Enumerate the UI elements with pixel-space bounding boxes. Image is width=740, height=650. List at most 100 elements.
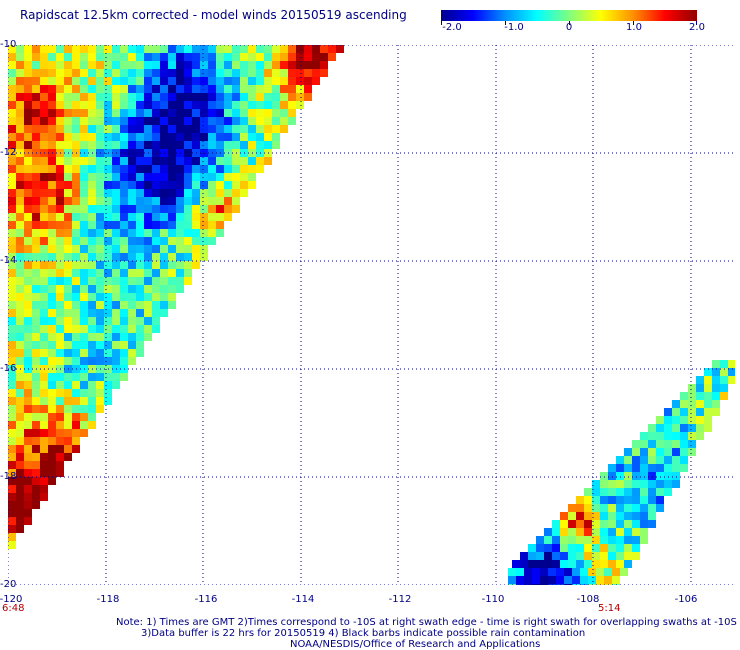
wind-cell [184,85,192,93]
wind-cell [112,173,120,181]
wind-cell [616,504,624,512]
wind-cell [192,101,200,109]
wind-cell [32,285,40,293]
wind-cell [160,253,168,261]
wind-cell [688,440,696,448]
wind-cell [24,309,32,317]
wind-cell [640,448,648,456]
wind-cell [72,333,80,341]
wind-cell [128,197,136,205]
wind-cell [112,125,120,133]
wind-cell [112,261,120,269]
wind-cell [96,157,104,165]
wind-cell [16,397,24,405]
wind-cell [168,205,176,213]
wind-cell [80,237,88,245]
wind-cell [40,165,48,173]
wind-cell [208,197,216,205]
wind-cell [200,157,208,165]
wind-cell [216,61,224,69]
wind-cell [40,493,48,501]
wind-cell [24,237,32,245]
wind-cell [32,301,40,309]
wind-cell [640,488,648,496]
wind-cell [32,413,40,421]
wind-cell [120,293,128,301]
wind-cell [64,117,72,125]
wind-cell [56,333,64,341]
wind-cell [120,213,128,221]
wind-cell [680,424,688,432]
wind-cell [192,181,200,189]
wind-cell [144,333,152,341]
wind-cell [72,181,80,189]
wind-cell [632,544,640,552]
wind-cell [144,69,152,77]
wind-cell [152,237,160,245]
wind-cell [64,85,72,93]
wind-cell [40,253,48,261]
wind-cell [48,157,56,165]
wind-cell [120,181,128,189]
wind-cell [104,333,112,341]
wind-cell [64,277,72,285]
wind-cell [32,453,40,461]
wind-cell [544,544,552,552]
wind-cell [248,157,256,165]
wind-cell [304,77,312,85]
wind-cell [152,221,160,229]
wind-cell [40,429,48,437]
wind-cell [592,552,600,560]
wind-cell [128,213,136,221]
wind-cell [556,568,564,576]
wind-cell [48,173,56,181]
wind-cell [128,349,136,357]
wind-cell [72,69,80,77]
wind-cell [32,133,40,141]
wind-cell [576,528,584,536]
wind-cell [184,189,192,197]
wind-cell [208,77,216,85]
wind-cell [8,341,16,349]
wind-cell [224,45,232,53]
wind-cell [160,61,168,69]
wind-cell [32,53,40,61]
wind-cell [88,397,96,405]
wind-cell [152,317,160,325]
wind-cell [104,93,112,101]
wind-difference-map [8,45,735,585]
lat-label-20: -20 [0,579,17,590]
wind-cell [168,221,176,229]
wind-cell [120,205,128,213]
wind-cell [128,173,136,181]
wind-cell [280,85,288,93]
wind-cell [72,85,80,93]
lon-label-112: -112 [388,594,412,605]
wind-cell [280,77,288,85]
wind-cell [120,325,128,333]
wind-cell [240,125,248,133]
wind-cell [128,165,136,173]
wind-cell [80,397,88,405]
wind-cell [96,125,104,133]
wind-cell [288,61,296,69]
wind-cell [16,165,24,173]
wind-cell [112,101,120,109]
wind-cell [16,93,24,101]
wind-cell [136,101,144,109]
wind-cell [80,357,88,365]
wind-cell [144,269,152,277]
wind-cell [144,261,152,269]
wind-cell [184,277,192,285]
wind-cell [216,197,224,205]
wind-cell [160,277,168,285]
wind-cell [8,397,16,405]
wind-cell [56,317,64,325]
wind-cell [232,109,240,117]
wind-cell [656,424,664,432]
wind-cell [256,61,264,69]
wind-cell [56,53,64,61]
wind-cell [96,253,104,261]
wind-cell [680,432,688,440]
wind-cell [136,325,144,333]
